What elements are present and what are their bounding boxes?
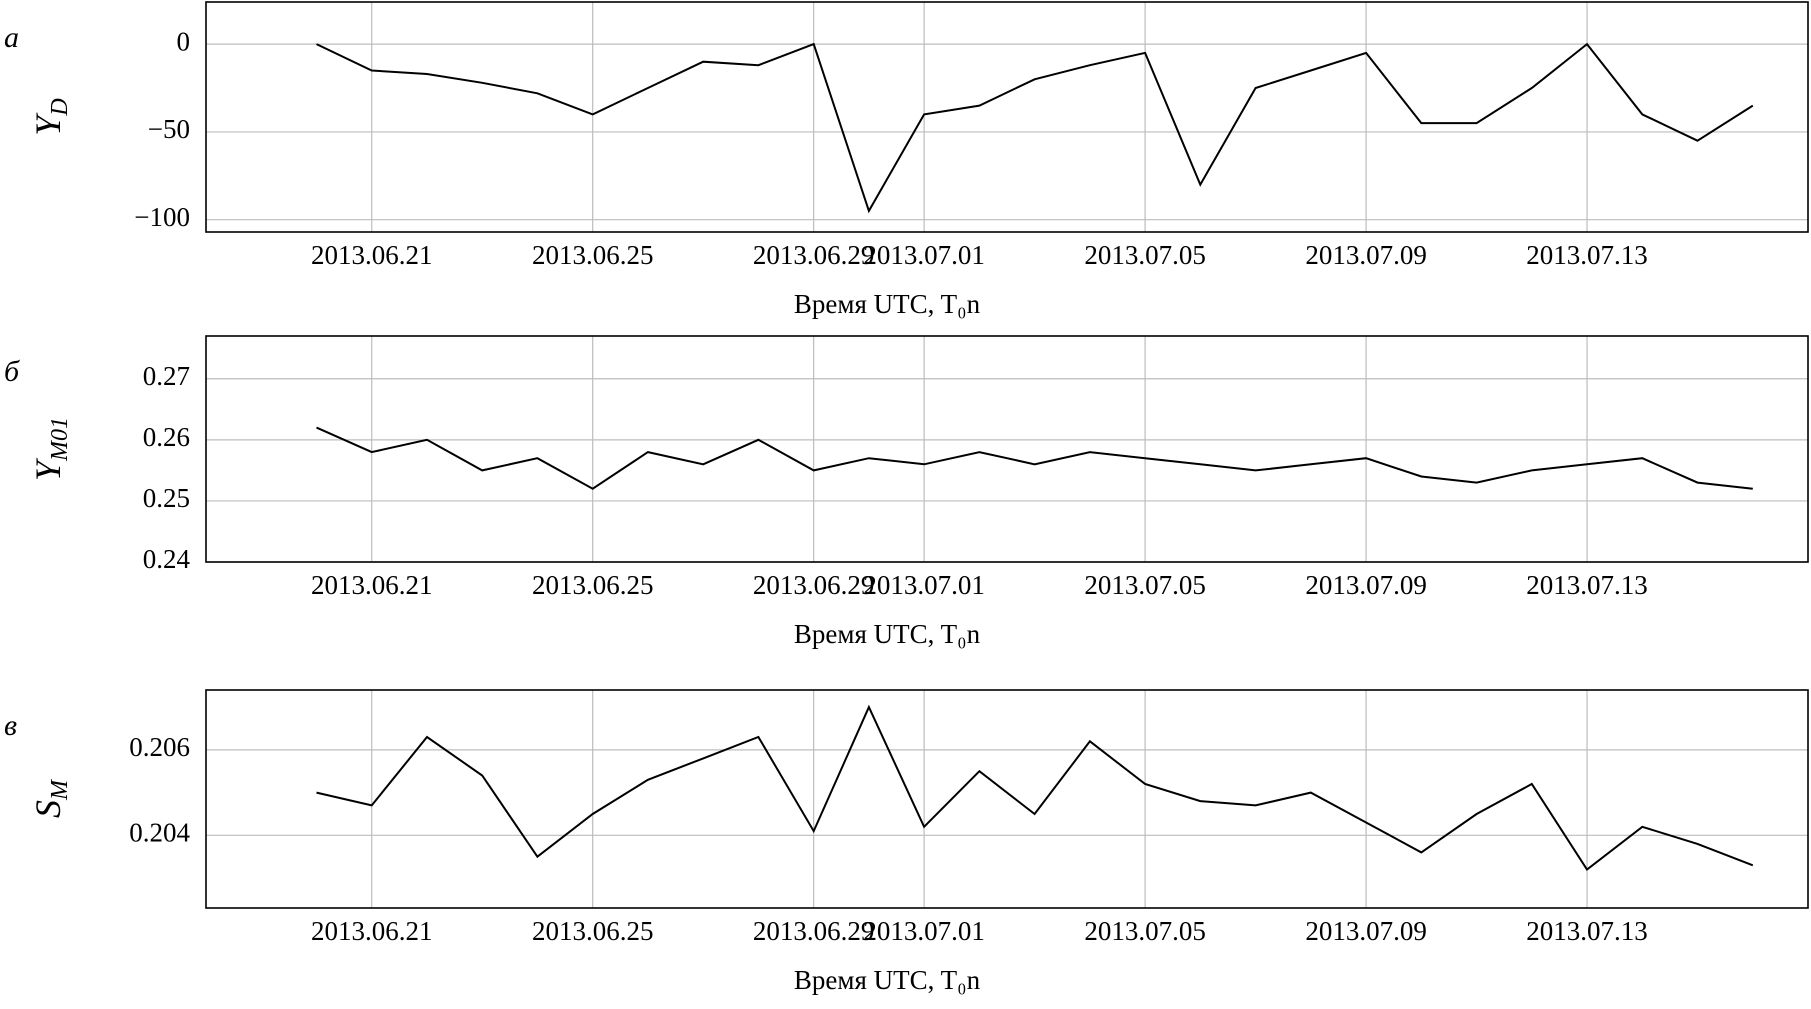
- plot-frame: [205, 335, 1809, 563]
- y-tick-label: −100: [134, 202, 190, 232]
- y-tick-label: 0.25: [143, 483, 190, 513]
- x-tick-label: 2013.06.29: [753, 240, 875, 270]
- x-axis-label: Время UTC, T₀n: [794, 619, 981, 649]
- x-tick-label: 2013.06.25: [532, 570, 654, 600]
- x-tick-label: 2013.07.05: [1084, 916, 1206, 946]
- y-tick-label: 0.27: [143, 361, 190, 391]
- panel-letter: а: [4, 21, 19, 54]
- data-line: [316, 42, 1754, 214]
- y-label-main: S: [28, 800, 68, 818]
- y-axis-label: YM01: [28, 417, 72, 481]
- x-tick-label: 2013.07.09: [1305, 240, 1427, 270]
- plot-frame: [205, 689, 1809, 909]
- x-tick-label: 2013.06.25: [532, 240, 654, 270]
- x-tick-label: 2013.07.09: [1305, 916, 1427, 946]
- y-tick-label: 0.204: [129, 818, 190, 848]
- x-tick-label: 2013.07.01: [863, 570, 985, 600]
- x-tick-label: 2013.06.25: [532, 916, 654, 946]
- x-tick-label: 2013.07.13: [1526, 570, 1648, 600]
- y-tick-label: 0: [177, 26, 191, 56]
- x-tick-label: 2013.06.21: [311, 240, 433, 270]
- panel-letter: б: [4, 355, 20, 388]
- y-label-sub: M01: [47, 417, 73, 462]
- y-label-main: Y: [28, 112, 68, 136]
- y-tick-label: 0.206: [129, 732, 190, 762]
- x-tick-label: 2013.07.05: [1084, 570, 1206, 600]
- y-axis-label: YD: [28, 98, 72, 135]
- plot-frame: [205, 1, 1809, 233]
- x-tick-label: 2013.06.29: [753, 570, 875, 600]
- data-line: [316, 704, 1754, 871]
- x-tick-label: 2013.07.05: [1084, 240, 1206, 270]
- y-tick-label: 0.26: [143, 422, 190, 452]
- y-label-sub: M: [47, 778, 73, 801]
- x-tick-label: 2013.07.01: [863, 916, 985, 946]
- y-tick-label: 0.24: [143, 544, 191, 574]
- x-axis-label: Время UTC, T₀n: [794, 965, 981, 995]
- y-tick-label: −50: [148, 114, 190, 144]
- panel-letter: в: [4, 709, 17, 742]
- x-axis-label: Время UTC, T₀n: [794, 289, 981, 319]
- data-line: [316, 426, 1753, 490]
- x-tick-label: 2013.06.21: [311, 570, 433, 600]
- x-tick-label: 2013.07.09: [1305, 570, 1427, 600]
- x-tick-label: 2013.07.13: [1526, 916, 1648, 946]
- x-tick-label: 2013.06.29: [753, 916, 875, 946]
- x-tick-label: 2013.06.21: [311, 916, 433, 946]
- x-tick-label: 2013.07.01: [863, 240, 985, 270]
- y-label-main: Y: [28, 457, 68, 481]
- y-axis-label: SM: [28, 778, 72, 818]
- y-label-sub: D: [47, 98, 73, 116]
- x-tick-label: 2013.07.13: [1526, 240, 1648, 270]
